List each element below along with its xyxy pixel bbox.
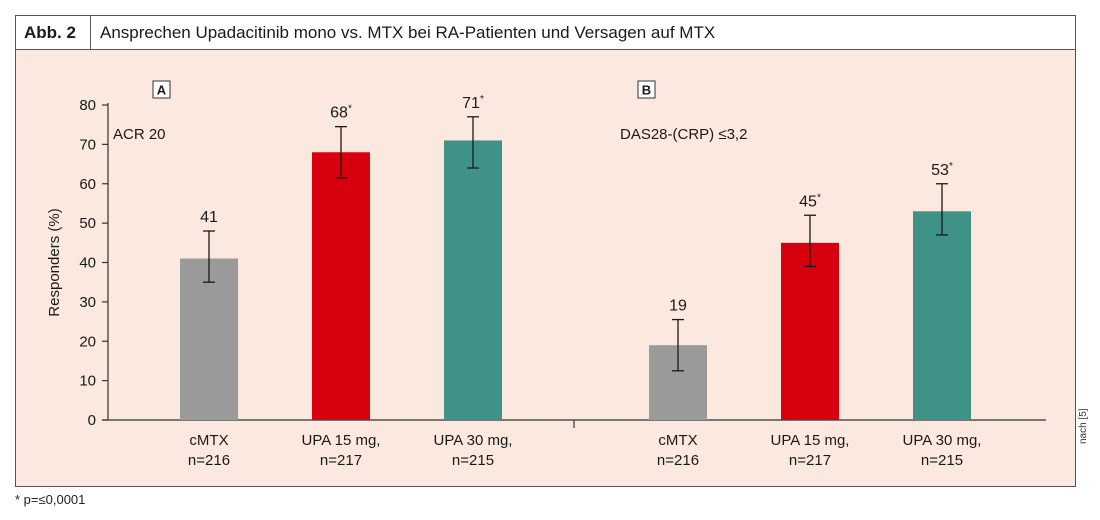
bar-chart: 0 10 20 30 40 50 60 70 80 Responders (%) A ACR 20 41… <box>46 80 1046 469</box>
footnote: * p=≤0,0001 <box>15 492 86 507</box>
category-label: UPA 30 mg, <box>903 432 982 449</box>
y-tick-label: 30 <box>79 294 96 311</box>
figure-title: Ansprechen Upadacitinib mono vs. MTX bei… <box>100 23 716 42</box>
figure-header: Abb. 2 Ansprechen Upadacitinib mono vs. … <box>16 16 1075 50</box>
panel-label-box <box>152 80 171 99</box>
bar <box>180 258 238 420</box>
bar <box>913 211 971 420</box>
data-label: 41 <box>200 209 218 226</box>
y-axis-title: Responders (%) <box>46 208 63 316</box>
y-tick-label: 60 <box>79 176 96 193</box>
y-tick-label: 80 <box>79 97 96 114</box>
y-tick-label: 50 <box>79 215 96 232</box>
panel-label: A <box>157 83 167 98</box>
bar <box>312 152 370 420</box>
y-tick-label: 0 <box>88 412 96 429</box>
category-n-label: n=215 <box>921 452 963 469</box>
data-label: 19 <box>669 298 687 315</box>
category-n-label: n=217 <box>320 452 362 469</box>
data-label: 53* <box>931 161 953 179</box>
bar <box>781 242 839 420</box>
figure-box: Abb. 2 Ansprechen Upadacitinib mono vs. … <box>15 15 1076 487</box>
panel-label: B <box>642 83 651 98</box>
y-tick-label: 10 <box>79 373 96 390</box>
y-tick-label: 20 <box>79 333 96 350</box>
category-label: cMTX <box>189 432 228 449</box>
category-n-label: n=215 <box>452 452 494 469</box>
category-label: cMTX <box>658 432 697 449</box>
category-n-label: n=217 <box>789 452 831 469</box>
y-tick-label: 70 <box>79 136 96 153</box>
panel-label-box <box>637 80 656 99</box>
category-n-label: n=216 <box>657 452 699 469</box>
endpoint-label: ACR 20 <box>113 126 166 143</box>
category-n-label: n=216 <box>188 452 230 469</box>
category-label: UPA 15 mg, <box>302 432 381 449</box>
y-tick-label: 40 <box>79 255 96 272</box>
source-note: nach [5] <box>1078 408 1089 444</box>
data-label: 71* <box>462 94 484 112</box>
data-label: 45* <box>799 192 821 210</box>
category-label: UPA 30 mg, <box>434 432 513 449</box>
bar <box>444 140 502 420</box>
endpoint-label: DAS28-(CRP) ≤3,2 <box>620 126 747 143</box>
category-label: UPA 15 mg, <box>771 432 850 449</box>
data-label: 68* <box>330 104 352 122</box>
figure-label: Abb. 2 <box>16 16 91 49</box>
